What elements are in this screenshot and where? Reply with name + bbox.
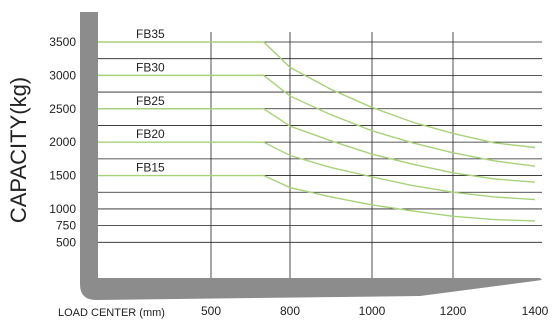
series-group [98, 41, 536, 222]
series-line-fb25 [98, 108, 536, 183]
y-tick-labels: 500 750 1000 1500 2000 2500 3000 3500 [49, 35, 76, 249]
x-tick-label: 500 [201, 304, 221, 318]
x-tick-label: 800 [280, 304, 300, 318]
y-tick-label: 1500 [49, 169, 76, 183]
y-tick-label: 2000 [49, 135, 76, 149]
y-tick-label: 750 [56, 219, 76, 233]
x-tick-labels: 500 800 1000 1200 1400 [201, 304, 549, 318]
y-tick-label: 3000 [49, 68, 76, 82]
x-axis-label: LOAD CENTER (mm) [58, 307, 165, 319]
series-line-fb35 [98, 41, 536, 149]
series-label-fb20: FB20 [136, 127, 165, 141]
y-tick-label: 1000 [49, 202, 76, 216]
series-line-fb15 [98, 174, 536, 222]
plot-area [98, 32, 542, 278]
series-label-fb30: FB30 [136, 60, 165, 74]
y-tick-label: 500 [56, 235, 76, 249]
x-tick-label: 1200 [440, 304, 467, 318]
x-tick-label: 1000 [359, 304, 386, 318]
series-line-fb20 [98, 141, 536, 201]
y-tick-label: 2500 [49, 102, 76, 116]
series-label-fb15: FB15 [136, 161, 165, 175]
series-label-fb25: FB25 [136, 94, 165, 108]
x-tick-label: 1400 [522, 304, 549, 318]
series-label-fb35: FB35 [136, 27, 165, 41]
y-axis-label: CAPACITY(kg) [6, 77, 31, 223]
series-labels: FB35 FB30 FB25 FB20 FB15 [136, 27, 165, 175]
y-tick-label: 3500 [49, 35, 76, 49]
series-line-fb30 [98, 74, 536, 167]
